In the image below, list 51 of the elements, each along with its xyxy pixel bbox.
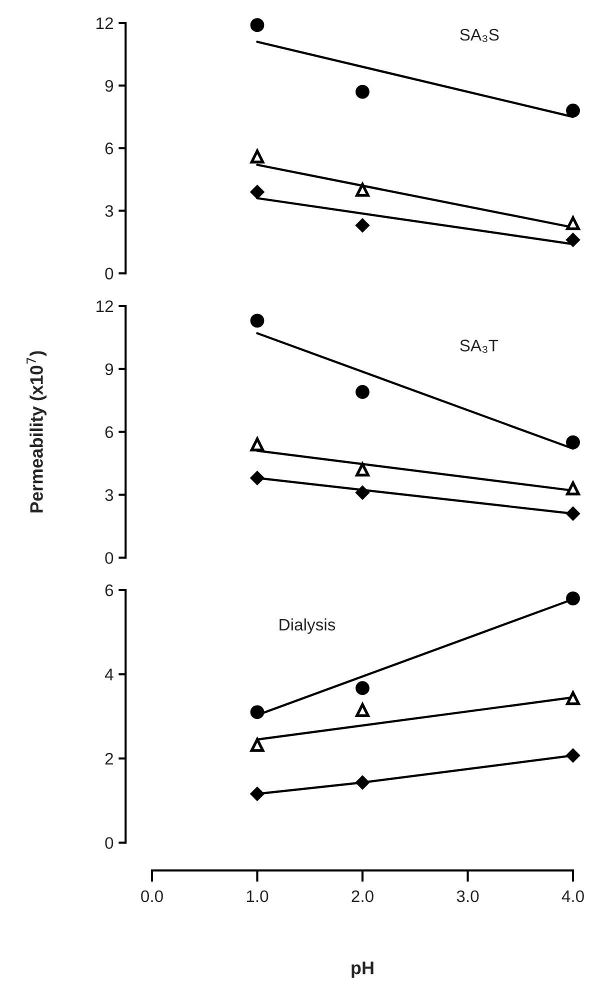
point — [355, 775, 370, 790]
point — [250, 18, 264, 32]
y-tick-label: 12 — [96, 300, 113, 312]
point — [566, 691, 580, 706]
point — [250, 705, 264, 720]
point — [250, 470, 264, 486]
y-tick-label: 12 — [96, 17, 113, 30]
point — [566, 748, 580, 763]
point — [250, 184, 264, 200]
y-tick-label: 0 — [105, 837, 114, 849]
point — [356, 703, 370, 717]
y-axis-title: Permeability (x10$^{7}$) — [26, 351, 46, 512]
point — [250, 437, 264, 452]
point — [566, 232, 580, 248]
point — [566, 591, 580, 606]
point — [355, 218, 370, 232]
annotation: Dialysis — [280, 618, 336, 634]
y-tick-label: 2 — [105, 752, 113, 765]
y-tick-label: 6 — [105, 584, 114, 596]
x-tick-label: 1.0 — [246, 890, 268, 902]
point — [250, 150, 264, 164]
y-tick-label: 6 — [105, 142, 114, 154]
point — [566, 216, 580, 230]
y-tick-label: 3 — [105, 205, 114, 217]
point — [250, 314, 264, 328]
point — [566, 104, 580, 118]
point — [566, 506, 580, 521]
y-tick-label: 4 — [104, 668, 114, 680]
point — [250, 738, 264, 752]
y-tick-label: 9 — [105, 363, 114, 376]
annotation: SA₃T — [460, 340, 498, 353]
y-tick-label: 3 — [105, 489, 114, 501]
point — [356, 681, 370, 696]
x-tick-label: 4.0 — [562, 890, 584, 902]
point — [566, 482, 580, 496]
point — [356, 462, 370, 477]
y-tick-label: 9 — [105, 80, 114, 92]
point — [566, 435, 580, 450]
y-tick-label: 6 — [105, 426, 114, 438]
y-tick-label: 0 — [105, 268, 114, 280]
point — [356, 84, 370, 99]
point — [250, 786, 264, 801]
annotation: SA₃S — [460, 28, 499, 42]
point — [356, 385, 370, 399]
y-tick-label: 0 — [105, 552, 114, 564]
x-tick-label: 2.0 — [352, 890, 374, 902]
x-tick-label: 3.0 — [456, 890, 479, 902]
point — [355, 486, 370, 500]
x-axis-title: pH — [352, 962, 374, 978]
point — [356, 182, 370, 197]
x-tick-label: 0.0 — [141, 890, 163, 902]
